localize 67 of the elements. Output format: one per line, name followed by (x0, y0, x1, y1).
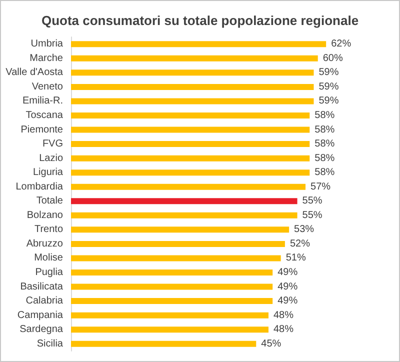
y-tick-label: Marche (30, 52, 64, 64)
y-tick-label: Molise (34, 252, 64, 264)
bar (71, 55, 318, 62)
y-tick-label: FVG (42, 138, 64, 150)
y-tick-label: Campania (17, 310, 64, 321)
data-label: 58% (314, 110, 335, 121)
bar (71, 126, 310, 133)
bar (71, 141, 310, 148)
data-label: 55% (302, 196, 322, 207)
y-tick-label: Lombardia (16, 181, 64, 192)
y-tick-label: Sardegna (20, 324, 64, 336)
bar (71, 326, 268, 333)
data-label: 58% (314, 138, 335, 150)
y-tick-label: Calabria (26, 296, 64, 307)
y-tick-label: Totale (36, 196, 64, 207)
bar (71, 112, 310, 118)
y-tick-label: Liguria (32, 167, 64, 178)
data-label: 52% (290, 238, 310, 250)
data-label: 48% (273, 324, 294, 336)
y-tick-label: Lazio (39, 152, 64, 164)
data-label: 51% (286, 252, 306, 264)
bar (71, 70, 314, 76)
bar (71, 198, 298, 204)
bar (71, 212, 298, 218)
bar (71, 340, 256, 347)
bar (71, 312, 268, 318)
data-label: 59% (318, 81, 339, 92)
bar (71, 255, 281, 262)
y-tick-label: Valle d'Aosta (6, 67, 64, 78)
y-tick-label: Piemonte (20, 124, 64, 136)
bar (71, 98, 314, 104)
data-label: 59% (318, 67, 339, 78)
y-tick-label: Toscana (26, 110, 64, 121)
y-tick-label: Sicilia (36, 338, 64, 350)
y-tick-label: Umbria (30, 38, 64, 50)
bar (71, 270, 273, 276)
data-label: 49% (278, 267, 298, 278)
data-label: 45% (261, 338, 282, 350)
data-label: 55% (302, 210, 322, 221)
data-label: 49% (278, 296, 298, 307)
data-label: 49% (278, 281, 298, 292)
bar (71, 284, 273, 290)
bar (71, 41, 326, 48)
bar (71, 240, 285, 247)
bar (71, 170, 310, 176)
data-label: 62% (331, 38, 352, 50)
data-label: 57% (310, 181, 331, 192)
data-label: 58% (314, 167, 335, 178)
data-label: 58% (314, 152, 335, 164)
bar (71, 226, 290, 233)
y-tick-label: Puglia (35, 267, 64, 278)
y-tick-label: Trento (34, 224, 64, 236)
bar (71, 155, 310, 162)
chart-title: Quota consumatori su totale popolazione regionale (41, 13, 359, 28)
bar (71, 298, 273, 304)
y-tick-label: Veneto (32, 81, 64, 92)
data-label: 59% (318, 96, 339, 107)
bar (71, 84, 314, 90)
data-label: 60% (322, 52, 343, 64)
data-label: 53% (294, 224, 314, 236)
bar (71, 184, 306, 190)
y-tick-label: Basilicata (20, 281, 64, 292)
y-tick-label: Abruzzo (26, 238, 64, 250)
data-label: 58% (314, 124, 335, 136)
y-tick-label: Bolzano (26, 210, 64, 221)
data-label: 48% (273, 310, 294, 321)
y-tick-label: Emilia-R. (22, 96, 63, 107)
